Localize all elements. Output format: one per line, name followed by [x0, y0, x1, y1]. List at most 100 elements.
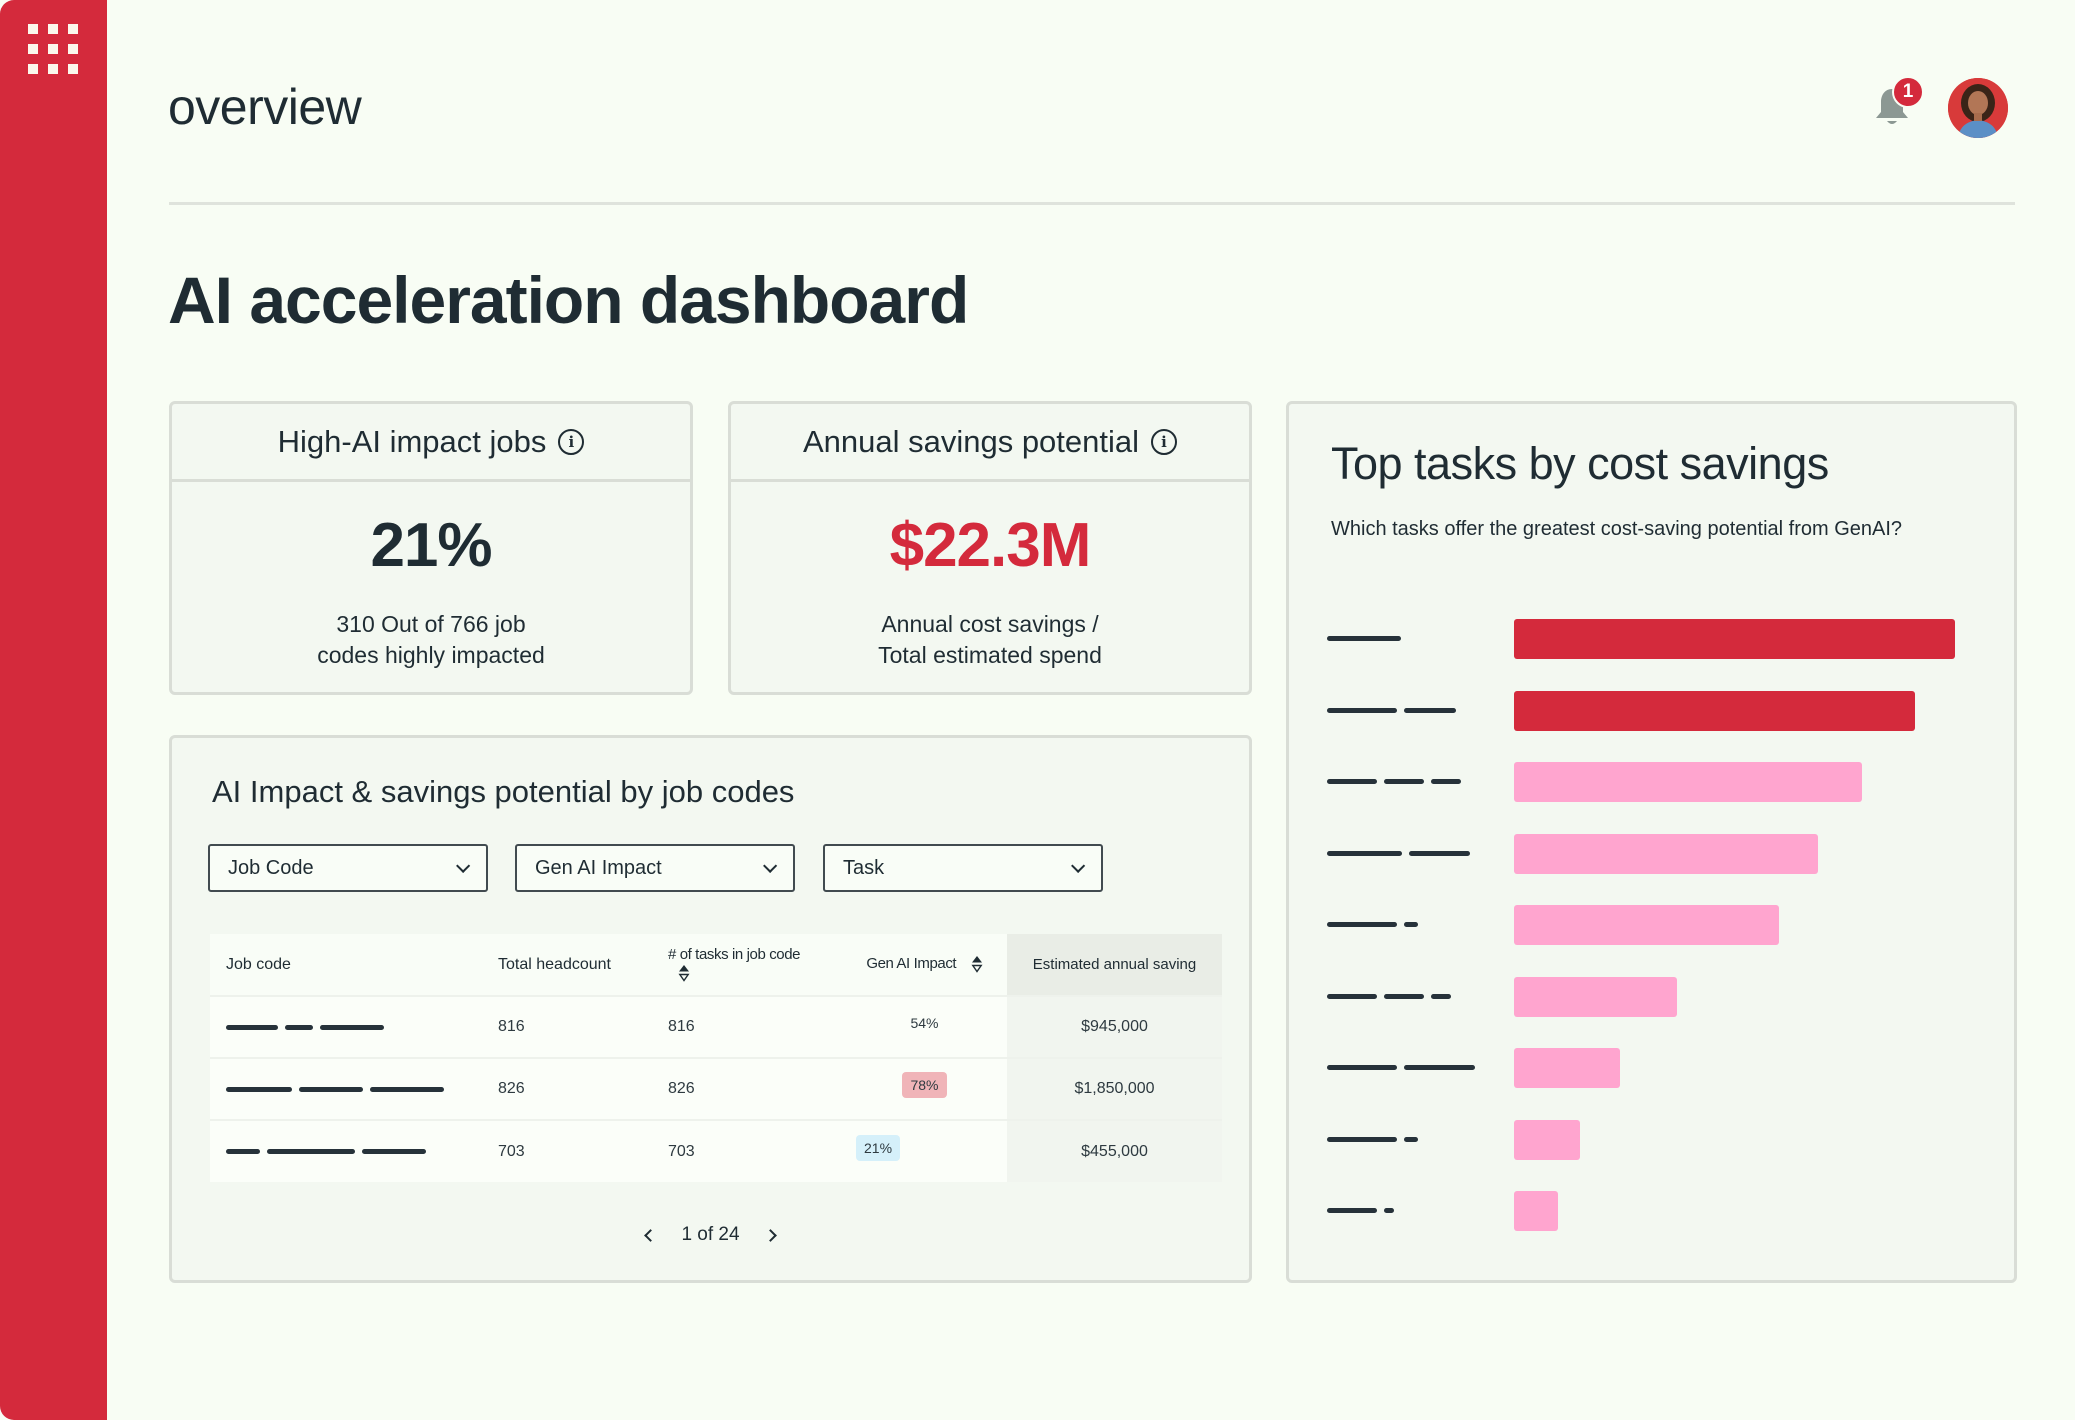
bar-label-redacted [1327, 922, 1418, 927]
headcount-cell: 826 [482, 1057, 652, 1120]
redacted-text-bar [226, 1024, 278, 1030]
redacted-job-code [226, 1086, 466, 1092]
bar-task-8[interactable] [1514, 1119, 1581, 1160]
bar-task-3[interactable] [1514, 762, 1863, 802]
redacted-text-bar [1327, 1136, 1397, 1142]
bar-task-2[interactable] [1514, 690, 1916, 731]
kpi-subtitle-line: Annual cost savings / [881, 611, 1099, 637]
headcount-cell: 816 [482, 995, 652, 1058]
kpi-title: Annual savings potential [802, 423, 1140, 459]
redacted-text-bar [1404, 922, 1418, 927]
redacted-text-bar [1327, 636, 1401, 641]
avatar-image [1948, 78, 2008, 138]
table-row[interactable]: 816 816 54% $945,000 [210, 995, 1222, 1058]
chart-row [1289, 1191, 2014, 1231]
redacted-text-bar [1327, 1065, 1397, 1070]
sort-icon[interactable] [678, 964, 690, 983]
redacted-text-bar [1384, 1208, 1394, 1213]
gen-ai-impact-cell: 54% [842, 995, 1007, 1058]
redacted-text-bar [1404, 707, 1456, 713]
dropdown-label: Job Code [228, 856, 314, 879]
tasks-cell: 816 [652, 995, 842, 1058]
user-avatar[interactable] [1948, 78, 2008, 138]
table-row[interactable]: 703 703 21% $455,000 [210, 1119, 1222, 1182]
redacted-text-bar [1431, 779, 1461, 784]
estimated-saving-cell: $945,000 [1007, 995, 1222, 1058]
table-header-row: Job code Total headcount # of tasks in j… [210, 934, 1222, 996]
redacted-text-bar [1431, 993, 1451, 999]
redacted-text-bar [1327, 850, 1402, 856]
table-row[interactable]: 826 826 78% $1,850,000 [210, 1057, 1222, 1120]
job-code-filter[interactable]: Job Code [208, 844, 488, 892]
gen-ai-impact-cell: 21% [842, 1119, 1007, 1182]
notification-badge: 1 [1892, 76, 1924, 108]
chart-title: Top tasks by cost savings [1331, 438, 1829, 489]
pagination: 1 of 24 [172, 1224, 1249, 1246]
chart-subtitle: Which tasks offer the greatest cost-savi… [1331, 518, 1903, 540]
info-icon[interactable]: i [558, 428, 585, 455]
bar-chart [1289, 619, 2014, 1239]
tasks-cell: 703 [652, 1119, 842, 1182]
redacted-text-bar [285, 1024, 313, 1030]
grid-icon[interactable] [28, 24, 78, 74]
bar-label-redacted [1327, 1065, 1475, 1070]
bar-task-6[interactable] [1514, 976, 1678, 1017]
bar-task-1[interactable] [1514, 619, 1955, 659]
redacted-text-bar [1384, 993, 1424, 999]
kpi-value: 21% [370, 511, 492, 580]
headcount-cell: 703 [482, 1119, 652, 1182]
bar-task-5[interactable] [1514, 905, 1779, 945]
info-icon[interactable]: i [1151, 428, 1178, 455]
top-tasks-chart-card: Top tasks by cost savings Which tasks of… [1286, 401, 2017, 1283]
job-code-cell [210, 1057, 482, 1120]
bar-label-redacted [1327, 993, 1451, 999]
redacted-text-bar [1327, 1208, 1377, 1213]
redacted-text-bar [1327, 707, 1397, 713]
bar-task-4[interactable] [1514, 833, 1819, 874]
redacted-text-bar [1327, 779, 1377, 784]
estimated-saving-cell: $1,850,000 [1007, 1057, 1222, 1120]
bar-label-redacted [1327, 1208, 1394, 1213]
redacted-text-bar [320, 1024, 384, 1030]
bar-label-redacted [1327, 850, 1470, 856]
impact-badge: 54% [910, 1015, 939, 1031]
gen-ai-impact-filter[interactable]: Gen AI Impact [515, 844, 795, 892]
redacted-text-bar [362, 1149, 426, 1154]
col-header-estimated-saving[interactable]: Estimated annual saving [1007, 934, 1222, 996]
chart-row [1289, 976, 2014, 1017]
bar-label-redacted [1327, 707, 1456, 713]
impact-badge: 78% [902, 1072, 947, 1098]
col-header-headcount[interactable]: Total headcount [482, 934, 652, 996]
page-title: AI acceleration dashboard [168, 263, 969, 337]
kpi-card-high-ai-jobs: High-AI impact jobs i 21% 310 Out of 766… [169, 401, 693, 695]
chevron-down-icon [1071, 858, 1086, 873]
chevron-left-icon[interactable] [644, 1228, 658, 1242]
chevron-down-icon [763, 858, 778, 873]
kpi-subtitle-line: Total estimated spend [878, 642, 1102, 668]
chevron-right-icon[interactable] [763, 1228, 777, 1242]
redacted-text-bar [267, 1149, 355, 1154]
job-code-cell [210, 1119, 482, 1182]
bar-task-9[interactable] [1514, 1191, 1559, 1231]
bar-task-7[interactable] [1514, 1048, 1620, 1088]
chart-row [1289, 762, 2014, 802]
chart-row [1289, 1048, 2014, 1088]
col-header-job-code[interactable]: Job code [210, 934, 482, 996]
redacted-text-bar [299, 1086, 363, 1092]
kpi-card-annual-savings: Annual savings potential i $22.3M Annual… [728, 401, 1252, 695]
bar-label-redacted [1327, 1136, 1418, 1142]
job-codes-table: Job code Total headcount # of tasks in j… [210, 934, 1222, 1182]
job-code-cell [210, 995, 482, 1058]
page-indicator: 1 of 24 [681, 1224, 740, 1245]
col-header-gen-ai-impact[interactable]: Gen AI Impact [842, 934, 1007, 996]
page-label: overview [168, 79, 362, 135]
sort-icon[interactable] [971, 955, 983, 974]
redacted-text-bar [1404, 1065, 1475, 1070]
job-codes-card: AI Impact & savings potential by job cod… [169, 735, 1252, 1283]
kpi-value: $22.3M [889, 511, 1092, 580]
tasks-cell: 826 [652, 1057, 842, 1120]
kpi-header: High-AI impact jobs i [172, 404, 690, 482]
chart-row [1289, 690, 2014, 731]
col-header-tasks[interactable]: # of tasks in job code [652, 934, 842, 996]
task-filter[interactable]: Task [823, 844, 1103, 892]
